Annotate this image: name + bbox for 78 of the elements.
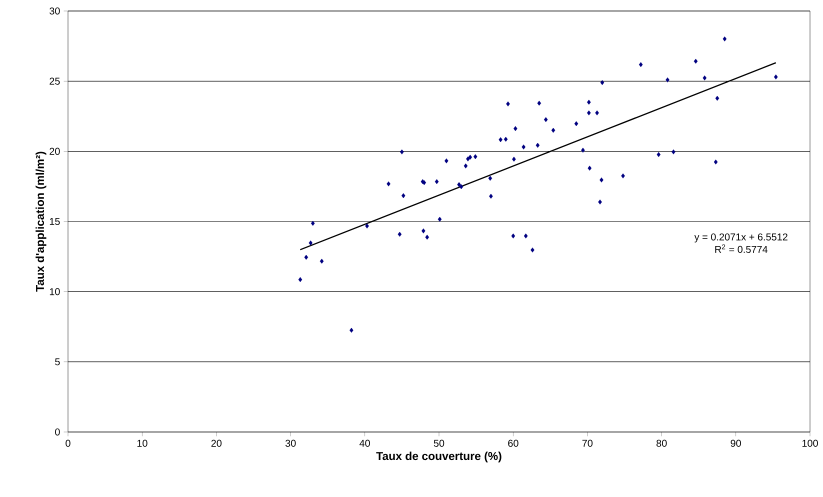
point: [504, 136, 508, 142]
point: [598, 200, 602, 204]
y-axis-title: Taux d'application (ml/m²): [36, 152, 46, 292]
point: [714, 160, 718, 164]
point: [350, 328, 354, 333]
y-tick-label: 25: [50, 78, 60, 85]
x-tick-label: 20: [211, 440, 222, 447]
point: [511, 233, 516, 238]
y-tick-label: 0: [55, 428, 60, 436]
point: [489, 194, 493, 199]
x-tick-label: 40: [359, 440, 370, 447]
point: [386, 181, 390, 186]
x-tick-label: 30: [285, 440, 296, 447]
point: [320, 258, 324, 264]
point: [694, 58, 698, 64]
x-axis-title: Taux de couverture (%): [376, 452, 502, 462]
point: [308, 240, 313, 246]
point: [522, 144, 526, 150]
point: [621, 173, 625, 178]
point: [401, 193, 406, 198]
point: [536, 142, 540, 148]
point: [702, 75, 707, 80]
x-tick-label: 80: [656, 440, 667, 447]
x-tick-label: 100: [802, 440, 818, 447]
point: [537, 100, 542, 106]
point: [600, 177, 604, 182]
x-tick-label: 90: [730, 440, 741, 447]
point: [524, 233, 528, 238]
point: [498, 137, 503, 142]
y-tick-label: 5: [55, 358, 60, 366]
x-tick-label: 10: [137, 440, 148, 447]
point: [464, 163, 468, 168]
point: [715, 96, 720, 101]
point: [638, 62, 643, 68]
point: [514, 126, 518, 132]
point: [656, 152, 661, 158]
point: [466, 156, 470, 162]
x-tick-label: 60: [508, 440, 518, 447]
point: [574, 121, 578, 126]
point: [298, 277, 302, 282]
point: [398, 232, 402, 237]
point: [551, 128, 556, 133]
point: [530, 247, 534, 252]
point: [544, 117, 548, 122]
point: [581, 148, 585, 153]
point: [666, 77, 670, 82]
x-tick-label: 0: [66, 440, 70, 447]
y-tick-label: 30: [50, 7, 60, 15]
annotation: R$^{2}$ = 0.5774: [715, 244, 768, 253]
y-tick-label: 10: [50, 288, 60, 296]
point: [304, 254, 308, 260]
point: [672, 149, 676, 154]
point: [774, 74, 778, 80]
point: [506, 101, 510, 106]
y-tick-label: 20: [50, 148, 60, 155]
point: [600, 80, 604, 86]
point: [595, 110, 599, 116]
point: [722, 36, 727, 42]
point: [310, 220, 315, 226]
point: [473, 154, 478, 160]
point: [365, 223, 369, 228]
point: [586, 100, 591, 105]
point: [512, 156, 516, 162]
point: [468, 154, 472, 160]
point: [444, 158, 448, 164]
point: [425, 234, 430, 240]
point: [400, 149, 404, 154]
point: [422, 228, 426, 234]
point: [588, 166, 592, 171]
point: [586, 110, 591, 116]
point: [434, 179, 439, 184]
y-tick-label: 15: [50, 218, 60, 225]
x-tick-label: 50: [434, 440, 444, 447]
point: [459, 184, 464, 190]
x-tick-label: 70: [582, 440, 593, 447]
point: [488, 176, 492, 181]
annotation: y = 0.2071x + 6.5512: [694, 233, 788, 242]
point: [438, 216, 442, 222]
